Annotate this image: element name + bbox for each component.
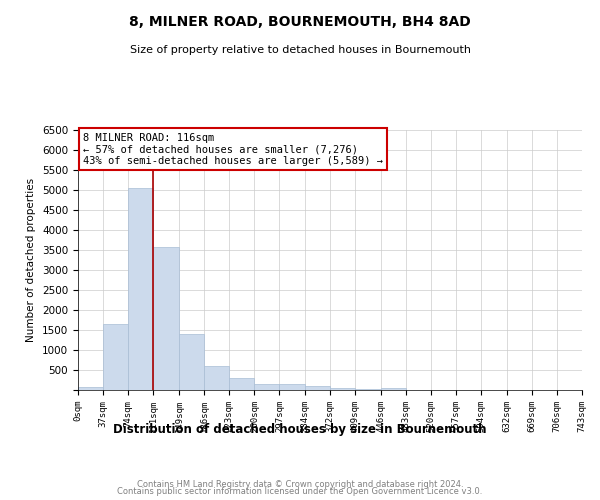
Text: Size of property relative to detached houses in Bournemouth: Size of property relative to detached ho…: [130, 45, 470, 55]
Bar: [355, 389, 380, 390]
Text: Contains HM Land Registry data © Crown copyright and database right 2024.: Contains HM Land Registry data © Crown c…: [137, 480, 463, 489]
Bar: [204, 366, 229, 390]
Bar: [103, 324, 128, 390]
Bar: [254, 384, 280, 390]
Text: 8, MILNER ROAD, BOURNEMOUTH, BH4 8AD: 8, MILNER ROAD, BOURNEMOUTH, BH4 8AD: [129, 15, 471, 29]
Y-axis label: Number of detached properties: Number of detached properties: [26, 178, 37, 342]
Bar: [305, 386, 331, 390]
Bar: [280, 384, 305, 390]
Text: 8 MILNER ROAD: 116sqm
← 57% of detached houses are smaller (7,276)
43% of semi-d: 8 MILNER ROAD: 116sqm ← 57% of detached …: [83, 132, 383, 166]
Bar: [331, 388, 355, 390]
Text: Distribution of detached houses by size in Bournemouth: Distribution of detached houses by size …: [113, 422, 487, 436]
Bar: [78, 387, 103, 390]
Bar: [153, 247, 179, 390]
Bar: [229, 378, 254, 390]
Text: Contains public sector information licensed under the Open Government Licence v3: Contains public sector information licen…: [118, 488, 482, 496]
Bar: [380, 388, 406, 390]
Bar: [179, 334, 204, 390]
Bar: [128, 188, 153, 390]
